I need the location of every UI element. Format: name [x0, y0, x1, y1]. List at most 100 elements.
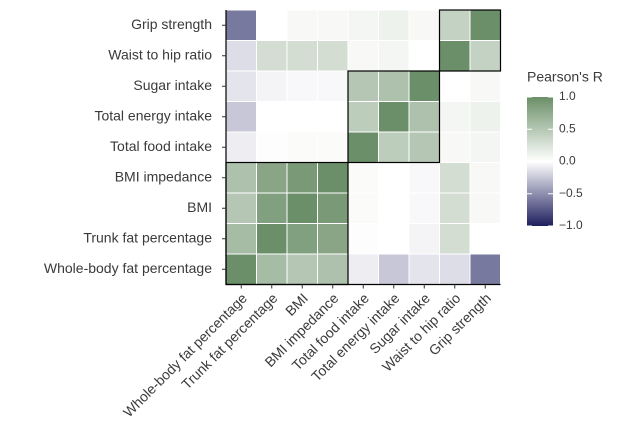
heatmap-cell [469, 9, 501, 41]
heatmap-cell [225, 223, 257, 255]
heatmap-cell [439, 253, 471, 285]
heatmap-cell [317, 162, 349, 194]
heatmap-cell [256, 131, 288, 163]
heatmap-cell [256, 223, 288, 255]
heatmap-cell [286, 223, 318, 255]
heatmap-cell [347, 131, 379, 163]
y-tick-label: Whole-body fat percentage [44, 260, 212, 276]
heatmap-cell [378, 223, 410, 255]
heatmap-cell [317, 131, 349, 163]
heatmap-cell [469, 70, 501, 102]
heatmap-cell [225, 253, 257, 285]
heatmap-cell [347, 101, 379, 133]
colorbar-tick-label: 0.5 [559, 121, 576, 135]
heatmap-cell [469, 223, 501, 255]
heatmap-cell [317, 101, 349, 133]
heatmap-cell [225, 192, 257, 224]
heatmap-cell [347, 192, 379, 224]
y-tick-label: Trunk fat percentage [83, 229, 212, 245]
heatmap-cell [225, 101, 257, 133]
heatmap-cell [408, 192, 440, 224]
heatmap-cell [408, 101, 440, 133]
heatmap-cell [378, 9, 410, 41]
y-tick-label: Waist to hip ratio [108, 46, 212, 62]
heatmap-cell [439, 40, 471, 72]
heatmap-cell [256, 162, 288, 194]
heatmap-cell [225, 70, 257, 102]
y-tick-label: Total food intake [110, 138, 212, 154]
heatmap-cell [439, 162, 471, 194]
y-tick-label: Sugar intake [133, 77, 212, 93]
heatmap-cell [317, 192, 349, 224]
heatmap-cell [317, 9, 349, 41]
y-tick-label: Total energy intake [94, 107, 212, 123]
heatmap-cell [317, 40, 349, 72]
heatmap-cell [286, 40, 318, 72]
heatmap-cell [347, 253, 379, 285]
heatmap-cell [256, 9, 288, 41]
heatmap-cell [256, 253, 288, 285]
heatmap-cell [225, 162, 257, 194]
heatmap-cell [286, 253, 318, 285]
heatmap-cell [469, 101, 501, 133]
heatmap-cell [439, 131, 471, 163]
heatmap-cell [378, 40, 410, 72]
heatmap-cell [469, 192, 501, 224]
heatmap-cell [286, 9, 318, 41]
heatmap-cell [378, 162, 410, 194]
heatmap-cell [286, 101, 318, 133]
heatmap-cell [408, 40, 440, 72]
heatmap-cell [347, 162, 379, 194]
y-tick-label: BMI [187, 199, 212, 215]
heatmap-cell [408, 162, 440, 194]
heatmap-cell [225, 131, 257, 163]
heatmap-cell [408, 131, 440, 163]
heatmap-cell [439, 192, 471, 224]
heatmap-cell [378, 253, 410, 285]
heatmap-cell [225, 9, 257, 41]
heatmap-cell [408, 253, 440, 285]
heatmap-cell [225, 40, 257, 72]
heatmap-cell [439, 70, 471, 102]
y-tick-label: BMI impedance [115, 168, 212, 184]
heatmap-cell [439, 223, 471, 255]
heatmap-cell [286, 131, 318, 163]
heatmap-cell [469, 162, 501, 194]
legend-title: Pearson's R [527, 69, 603, 85]
heatmap-cell [286, 162, 318, 194]
x-tick-label: Whole-body fat percentage [120, 290, 250, 420]
heatmap-cell [439, 101, 471, 133]
y-tick-label: Grip strength [131, 16, 212, 32]
heatmap-cell [378, 192, 410, 224]
heatmap-cell [317, 223, 349, 255]
heatmap-cell [317, 70, 349, 102]
heatmap-cell [286, 192, 318, 224]
heatmap-cell [347, 70, 379, 102]
heatmap-cell [408, 70, 440, 102]
cluster-outline [438, 9, 502, 72]
heatmap-cell [378, 70, 410, 102]
heatmap-cell [347, 40, 379, 72]
colorbar-tick-label: 1.0 [559, 89, 576, 103]
heatmap-cell [256, 101, 288, 133]
heatmap-cell [347, 223, 379, 255]
heatmap-cell [469, 253, 501, 285]
heatmap-cell [286, 70, 318, 102]
heatmap-cell [378, 101, 410, 133]
colorbar-tick-label: −0.5 [559, 186, 583, 200]
heatmap-cell [378, 131, 410, 163]
heatmap-cell [408, 223, 440, 255]
heatmap-cell [256, 40, 288, 72]
heatmap-cell [347, 9, 379, 41]
heatmap-cell [256, 192, 288, 224]
heatmap-cell [317, 253, 349, 285]
colorbar-tick-label: −1.0 [559, 218, 583, 232]
heatmap-cell [439, 9, 471, 41]
heatmap-cell [469, 40, 501, 72]
cluster-outline [347, 70, 441, 164]
heatmap-cell [469, 131, 501, 163]
heatmap-cell [408, 9, 440, 41]
heatmap-cell [256, 70, 288, 102]
colorbar-tick-label: 0.0 [559, 154, 576, 168]
